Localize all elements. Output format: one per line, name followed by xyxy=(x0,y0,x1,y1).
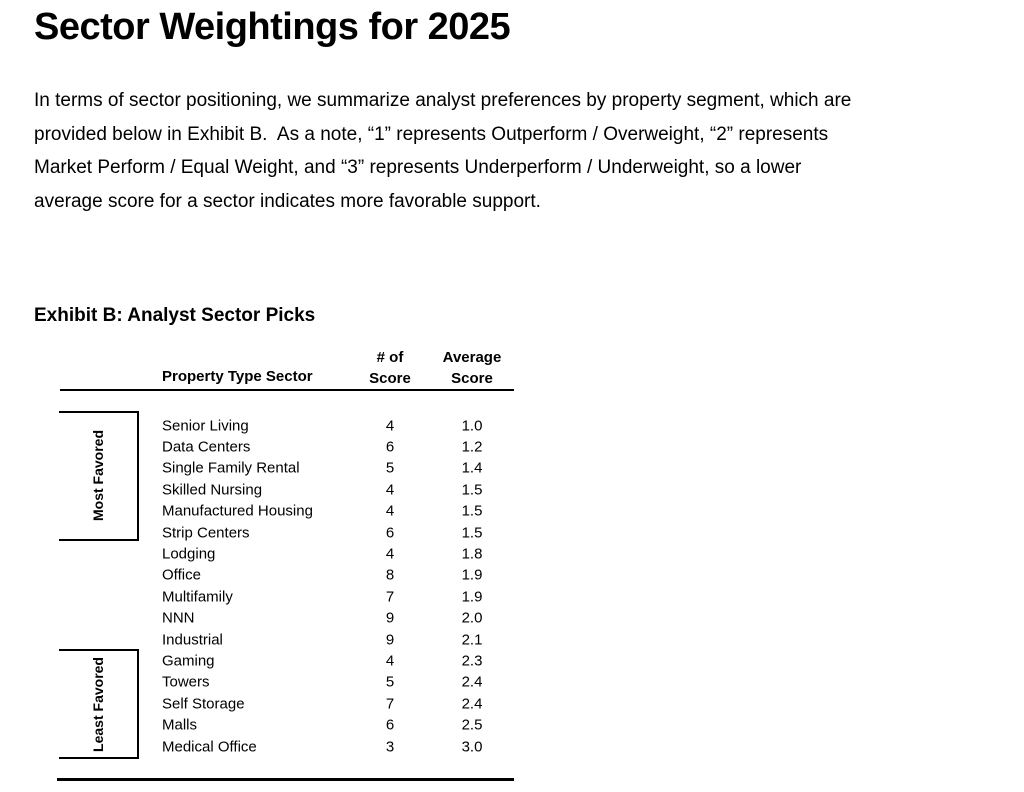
average-score: 3.0 xyxy=(461,738,483,756)
average-score: 1.5 xyxy=(461,524,483,542)
table-rows: Senior Living 4 1.0 Data Centers 6 1.2 Single … xyxy=(60,415,514,757)
score-count: 9 xyxy=(385,631,395,649)
score-count: 5 xyxy=(385,673,395,691)
column-header-average-score: Average Score xyxy=(437,347,507,389)
most-favored-bracket: Most Favored xyxy=(59,411,139,541)
score-count: 6 xyxy=(385,716,395,734)
table-row: Medical Office 3 3.0 xyxy=(60,736,514,757)
average-score: 2.4 xyxy=(461,673,483,691)
paragraph-line: provided below in Exhibit B. As a note, … xyxy=(34,123,829,145)
sector-name: Manufactured Housing xyxy=(162,502,313,520)
average-score: 1.4 xyxy=(461,459,483,477)
sector-name: Malls xyxy=(162,716,198,734)
score-count: 4 xyxy=(385,481,395,499)
score-count: 3 xyxy=(385,738,395,756)
score-count: 9 xyxy=(385,609,395,627)
table-row: Manufactured Housing 4 1.5 xyxy=(60,501,514,522)
score-count: 4 xyxy=(385,502,395,520)
sector-name: Self Storage xyxy=(162,695,245,713)
table-row: Towers 5 2.4 xyxy=(60,672,514,693)
sector-name: Data Centers xyxy=(162,438,251,456)
column-header-line: # of xyxy=(376,349,404,366)
table-row: Lodging 4 1.8 xyxy=(60,543,514,564)
average-score: 2.5 xyxy=(461,716,483,734)
page-title: Sector Weightings for 2025 xyxy=(34,6,511,48)
average-score: 1.9 xyxy=(461,588,483,606)
score-count: 6 xyxy=(385,524,395,542)
sector-name: Office xyxy=(162,566,201,584)
table-row: Malls 6 2.5 xyxy=(60,714,514,735)
table-row: Office 8 1.9 xyxy=(60,565,514,586)
average-score: 1.0 xyxy=(461,417,483,435)
least-favored-label: Least Favored xyxy=(90,656,106,752)
score-count: 7 xyxy=(385,695,395,713)
average-score: 2.1 xyxy=(461,631,483,649)
column-header-line: Average xyxy=(442,349,502,366)
paragraph-line: In terms of sector positioning, we summa… xyxy=(34,90,852,111)
column-header-line: Score xyxy=(451,370,493,387)
average-score: 1.8 xyxy=(461,545,483,563)
table-row: Multifamily 7 1.9 xyxy=(60,586,514,607)
average-score: 1.2 xyxy=(461,438,483,456)
sector-name: Towers xyxy=(162,673,210,691)
table-row: Industrial 9 2.1 xyxy=(60,629,514,650)
average-score: 2.4 xyxy=(461,695,483,713)
score-count: 4 xyxy=(385,652,395,670)
table-row: Single Family Rental 5 1.4 xyxy=(60,458,514,479)
sector-name: Strip Centers xyxy=(162,524,250,542)
average-score: 2.0 xyxy=(461,609,483,627)
table-header-rule xyxy=(60,389,514,391)
paragraph-line: average score for a sector indicates mor… xyxy=(34,190,541,212)
least-favored-bracket: Least Favored xyxy=(59,649,139,759)
table-row: Skilled Nursing 4 1.5 xyxy=(60,479,514,500)
table-row: Strip Centers 6 1.5 xyxy=(60,522,514,543)
table-row: Senior Living 4 1.0 xyxy=(60,415,514,436)
most-favored-label: Most Favored xyxy=(90,430,106,522)
sector-name: Single Family Rental xyxy=(162,459,300,477)
sector-name: Skilled Nursing xyxy=(162,481,263,499)
exhibit-title: Exhibit B: Analyst Sector Picks xyxy=(34,305,316,326)
sector-name: Industrial xyxy=(162,631,223,649)
table-row: Self Storage 7 2.4 xyxy=(60,693,514,714)
score-count: 7 xyxy=(385,588,395,606)
analyst-sector-picks-table: Property Type Sector # of Score Average … xyxy=(57,340,514,786)
score-count: 8 xyxy=(385,566,395,584)
sector-name: Lodging xyxy=(162,545,216,563)
sector-name: NNN xyxy=(162,609,195,627)
sector-name: Multifamily xyxy=(162,588,233,606)
column-header-sector: Property Type Sector xyxy=(162,368,313,385)
score-count: 4 xyxy=(385,417,395,435)
column-header-score-count: # of Score xyxy=(355,347,425,389)
intro-paragraph: In terms of sector positioning, we summa… xyxy=(34,84,851,218)
table-row: Gaming 4 2.3 xyxy=(60,650,514,671)
table-row: NNN 9 2.0 xyxy=(60,608,514,629)
paragraph-line: Market Perform / Equal Weight, and “3” r… xyxy=(34,157,802,178)
score-count: 4 xyxy=(385,545,395,563)
score-count: 6 xyxy=(385,438,395,456)
sector-name: Senior Living xyxy=(162,417,249,435)
table-row: Data Centers 6 1.2 xyxy=(60,436,514,457)
column-header-line: Score xyxy=(369,370,411,387)
average-score: 2.3 xyxy=(461,652,483,670)
average-score: 1.5 xyxy=(461,481,483,499)
sector-name: Medical Office xyxy=(162,738,257,756)
table-bottom-rule xyxy=(57,778,514,781)
score-count: 5 xyxy=(385,459,395,477)
average-score: 1.5 xyxy=(461,502,483,520)
sector-name: Gaming xyxy=(162,652,215,670)
average-score: 1.9 xyxy=(461,566,483,584)
